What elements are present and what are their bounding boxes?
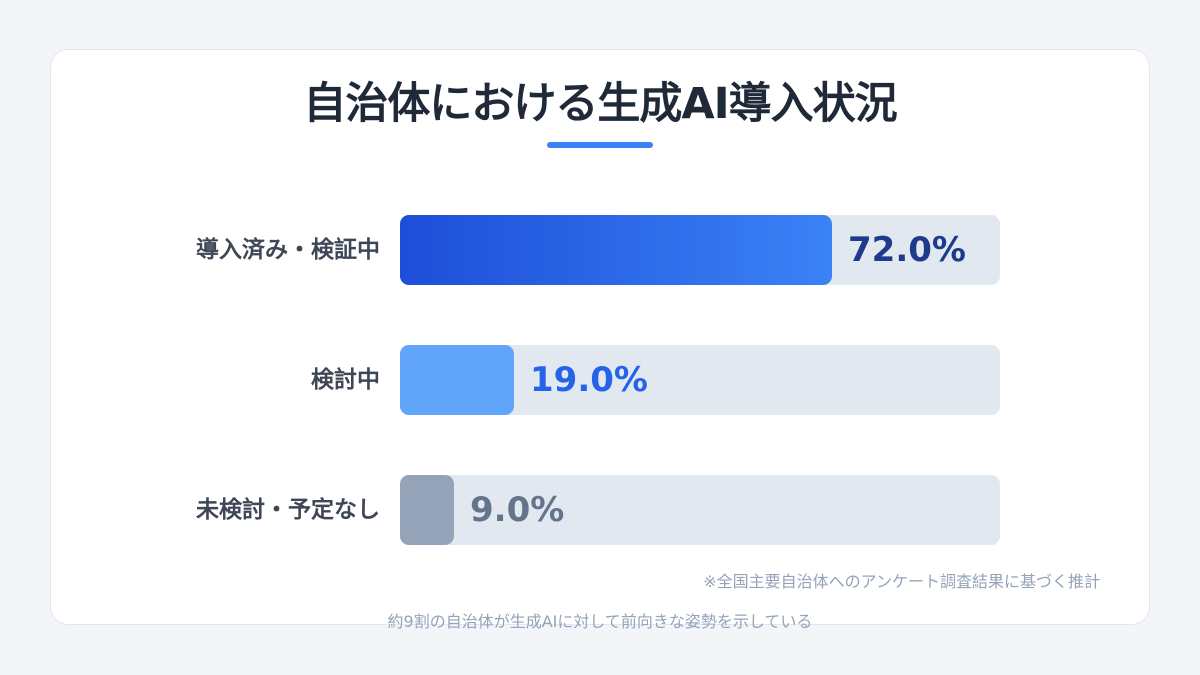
bar-label-considering: 検討中 — [311, 367, 380, 393]
bar-considering — [400, 345, 514, 415]
bar-adopted — [400, 215, 832, 285]
bar-track-not-planned: 9.0% — [400, 475, 1000, 545]
title-underline — [547, 142, 653, 148]
value-label-considering: 19.0% — [530, 360, 648, 400]
bar-not-planned — [400, 475, 454, 545]
bar-label-not-planned: 未検討・予定なし — [196, 497, 380, 523]
bar-label-adopted: 導入済み・検証中 — [196, 237, 380, 263]
footer-caption: 約9割の自治体が生成AIに対して前向きな姿勢を示している — [387, 612, 813, 631]
bar-track-considering: 19.0% — [400, 345, 1000, 415]
bar-track-adopted: 72.0% — [400, 215, 1000, 285]
chart-title: 自治体における生成AI導入状況 — [303, 79, 897, 129]
source-note: ※全国主要自治体へのアンケート調査結果に基づく推計 — [703, 572, 1100, 591]
value-label-adopted: 72.0% — [848, 230, 966, 270]
value-label-not-planned: 9.0% — [470, 490, 565, 530]
